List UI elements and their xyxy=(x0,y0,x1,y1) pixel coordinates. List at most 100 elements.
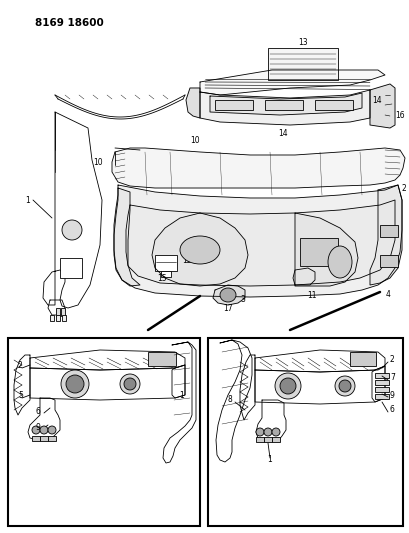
Bar xyxy=(379,255,397,267)
Ellipse shape xyxy=(180,236,220,264)
Polygon shape xyxy=(255,400,285,441)
Ellipse shape xyxy=(220,288,236,302)
Text: 14: 14 xyxy=(371,95,381,104)
Text: 6: 6 xyxy=(389,406,394,415)
Text: 14: 14 xyxy=(278,128,287,138)
Circle shape xyxy=(32,426,40,434)
Text: 17: 17 xyxy=(222,303,232,312)
Text: 3: 3 xyxy=(240,295,245,303)
Ellipse shape xyxy=(327,246,351,278)
Text: 7: 7 xyxy=(389,374,394,383)
Polygon shape xyxy=(48,300,65,315)
Polygon shape xyxy=(43,112,102,308)
Circle shape xyxy=(271,428,279,436)
Text: 2: 2 xyxy=(18,360,22,369)
Bar xyxy=(61,308,65,316)
Polygon shape xyxy=(186,88,200,118)
Bar xyxy=(148,352,175,366)
Polygon shape xyxy=(114,188,139,286)
Bar xyxy=(374,387,388,392)
Polygon shape xyxy=(292,268,314,285)
Polygon shape xyxy=(112,148,404,188)
Polygon shape xyxy=(216,340,252,462)
Bar xyxy=(374,373,388,378)
Bar xyxy=(60,258,82,278)
Polygon shape xyxy=(28,398,60,440)
Text: 1: 1 xyxy=(25,196,30,205)
Polygon shape xyxy=(369,185,401,285)
Bar xyxy=(40,436,48,441)
Bar xyxy=(207,338,402,526)
Circle shape xyxy=(120,374,139,394)
Circle shape xyxy=(255,428,263,436)
Polygon shape xyxy=(213,285,245,305)
Bar xyxy=(299,238,337,266)
Polygon shape xyxy=(200,70,384,95)
Bar xyxy=(349,352,375,366)
Circle shape xyxy=(66,375,84,393)
Text: 5: 5 xyxy=(18,391,23,400)
Polygon shape xyxy=(30,350,184,370)
Text: 9: 9 xyxy=(389,391,394,400)
Polygon shape xyxy=(239,355,254,420)
Text: 10: 10 xyxy=(190,135,199,144)
Text: 13: 13 xyxy=(297,37,307,46)
Polygon shape xyxy=(254,366,384,404)
Circle shape xyxy=(263,428,271,436)
Bar xyxy=(263,437,271,442)
Polygon shape xyxy=(30,365,184,400)
Polygon shape xyxy=(14,355,30,415)
Circle shape xyxy=(279,378,295,394)
Bar xyxy=(379,225,397,237)
Bar xyxy=(32,436,40,441)
Circle shape xyxy=(40,426,48,434)
Bar xyxy=(56,308,60,316)
Text: 11: 11 xyxy=(306,290,316,300)
Polygon shape xyxy=(200,90,369,125)
Bar xyxy=(267,48,337,80)
Polygon shape xyxy=(126,200,394,286)
Bar xyxy=(374,394,388,399)
Text: 4: 4 xyxy=(384,289,389,298)
Bar xyxy=(264,100,302,110)
Text: 2: 2 xyxy=(401,183,406,192)
Circle shape xyxy=(338,380,350,392)
Text: 16: 16 xyxy=(394,110,404,119)
Circle shape xyxy=(124,378,136,390)
Text: 15: 15 xyxy=(157,273,166,282)
Text: 2: 2 xyxy=(389,356,394,365)
Bar xyxy=(8,338,200,526)
Bar xyxy=(155,255,177,271)
Text: 9: 9 xyxy=(36,424,40,432)
Bar xyxy=(214,100,252,110)
Text: 1: 1 xyxy=(267,456,272,464)
Circle shape xyxy=(274,373,300,399)
Polygon shape xyxy=(294,213,357,286)
Text: 10: 10 xyxy=(93,157,103,166)
Polygon shape xyxy=(371,366,384,402)
Polygon shape xyxy=(369,84,394,128)
Polygon shape xyxy=(114,185,401,297)
Bar xyxy=(50,315,54,321)
Polygon shape xyxy=(172,365,184,398)
Bar xyxy=(56,315,60,321)
Polygon shape xyxy=(163,342,196,463)
Bar xyxy=(62,315,66,321)
Text: 6: 6 xyxy=(36,408,40,416)
Circle shape xyxy=(334,376,354,396)
Bar xyxy=(271,437,279,442)
Circle shape xyxy=(61,370,89,398)
Text: 1: 1 xyxy=(179,391,184,400)
Bar xyxy=(374,380,388,385)
Bar xyxy=(48,436,56,441)
Bar xyxy=(255,437,263,442)
Text: 8: 8 xyxy=(227,395,232,405)
Text: 8169 18600: 8169 18600 xyxy=(35,18,103,28)
Text: 12: 12 xyxy=(182,255,191,264)
Circle shape xyxy=(62,220,82,240)
Polygon shape xyxy=(152,213,247,286)
Bar xyxy=(161,271,171,277)
Bar xyxy=(314,100,352,110)
Polygon shape xyxy=(254,350,384,372)
Polygon shape xyxy=(209,93,361,115)
